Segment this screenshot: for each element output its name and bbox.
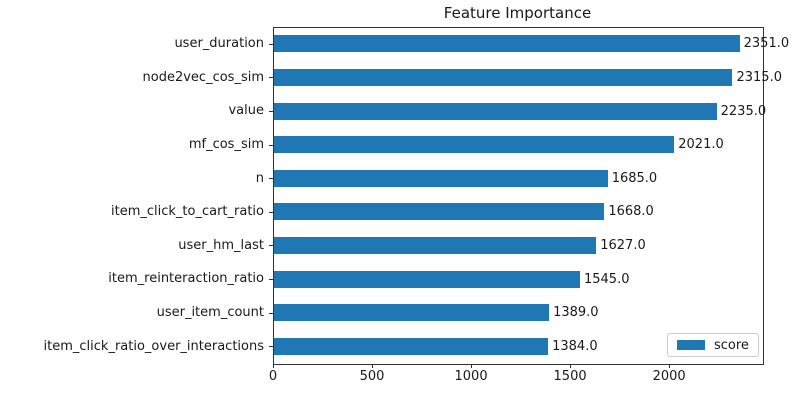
legend-label: score: [714, 337, 749, 353]
bar: [274, 304, 550, 322]
bar-value-label: 2315.0: [736, 69, 782, 85]
bar-value-label: 2235.0: [720, 103, 767, 119]
x-tick-mark: [273, 364, 274, 368]
bar-value-label: 1668.0: [608, 204, 654, 220]
x-tick-label: 500: [359, 369, 385, 384]
y-tick-mark: [269, 312, 273, 314]
y-tick-label: item_click_to_cart_ratio: [111, 204, 264, 220]
x-tick-label: 2000: [652, 369, 686, 384]
y-tick-mark: [269, 77, 273, 79]
y-tick-mark: [269, 178, 273, 180]
legend-swatch-icon: [677, 340, 705, 350]
y-tick-mark: [269, 245, 273, 247]
bar-value-label: 1389.0: [553, 305, 599, 321]
y-tick-mark: [269, 144, 273, 146]
x-tick-label: 1500: [553, 369, 587, 384]
y-tick-label: item_reinteraction_ratio: [108, 271, 264, 287]
bar-value-label: 1627.0: [600, 237, 646, 253]
y-tick-mark: [269, 111, 273, 112]
bar-value-label: 2351.0: [743, 36, 790, 52]
bar: [274, 236, 597, 254]
x-tick-label: 1000: [454, 369, 488, 384]
x-tick-label: 0: [268, 369, 278, 384]
bar: [274, 270, 580, 288]
x-tick-mark: [570, 364, 572, 368]
bar-value-label: 1545.0: [583, 271, 630, 287]
y-tick-label: mf_cos_sim: [188, 137, 264, 153]
y-tick-label: user_item_count: [156, 305, 264, 321]
bar: [274, 203, 605, 221]
bar: [274, 136, 675, 154]
bar: [274, 68, 733, 86]
y-tick-label: n: [255, 170, 264, 186]
bar-value-label: 1384.0: [552, 338, 598, 354]
y-tick-mark: [269, 211, 273, 213]
bar: [274, 337, 549, 355]
y-tick-label: user_hm_last: [178, 237, 264, 253]
y-tick-mark: [269, 279, 273, 280]
x-tick-mark: [471, 364, 473, 368]
y-tick-label: node2vec_cos_sim: [142, 69, 264, 85]
bar: [274, 35, 740, 53]
bar: [274, 169, 608, 187]
y-tick-mark: [269, 43, 273, 45]
x-tick-mark: [669, 364, 671, 368]
chart-title: Feature Importance: [443, 4, 592, 22]
y-tick-label: item_click_ratio_over_interactions: [43, 338, 264, 354]
bar-value-label: 1685.0: [611, 170, 658, 186]
legend: score: [667, 333, 759, 357]
y-tick-mark: [269, 346, 273, 348]
bar: [274, 102, 717, 120]
bar-value-label: 2021.0: [678, 137, 724, 153]
y-tick-label: user_duration: [174, 36, 264, 52]
x-tick-mark: [372, 364, 374, 368]
y-tick-label: value: [228, 103, 264, 119]
